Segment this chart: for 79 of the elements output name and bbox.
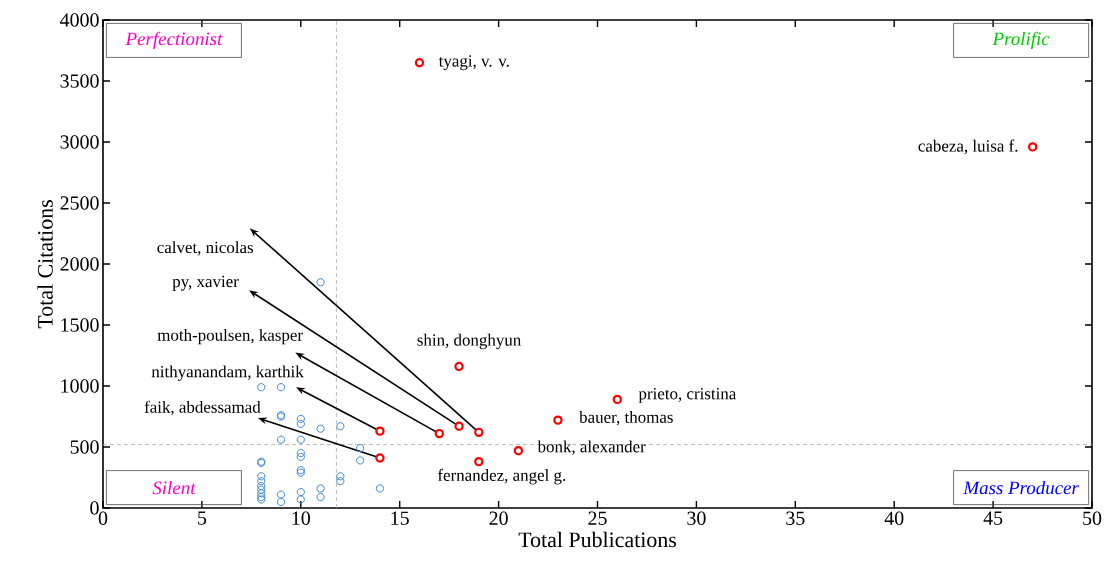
point <box>375 453 385 463</box>
point <box>454 361 464 372</box>
point <box>257 477 266 486</box>
x-tick-label: 10 <box>292 511 310 525</box>
annotation: calvet, nicolas <box>157 241 254 256</box>
point <box>296 435 305 444</box>
point <box>257 383 266 392</box>
x-tick-label: 20 <box>489 511 508 525</box>
point <box>316 484 325 493</box>
point <box>553 415 563 425</box>
point <box>257 495 266 504</box>
point <box>257 472 266 481</box>
annotation: moth-poulsen, kasper <box>157 328 303 345</box>
point <box>276 490 286 499</box>
x-tick-label: 30 <box>687 511 706 525</box>
annotation: py, xavier <box>172 275 239 291</box>
point <box>375 426 385 436</box>
point <box>296 452 305 461</box>
point <box>612 394 622 405</box>
x-tick-label: 35 <box>786 511 805 525</box>
y-tick-label: 500 <box>70 440 99 454</box>
y-tick-label: 2000 <box>60 257 99 271</box>
y-tick-label: 4000 <box>60 13 99 27</box>
point <box>296 419 305 428</box>
y-tick-label: 3000 <box>60 135 99 149</box>
x-tick-label: 50 <box>1083 511 1102 525</box>
point <box>356 444 365 453</box>
point <box>1027 142 1038 152</box>
point <box>257 481 266 491</box>
x-tick-label: 15 <box>391 511 409 525</box>
annotation: Perfectionist <box>125 31 223 50</box>
point <box>257 485 266 494</box>
point <box>513 445 524 456</box>
annotation: cabeza, luisa f. <box>918 139 1018 155</box>
point <box>257 489 266 498</box>
point <box>276 497 286 506</box>
point <box>257 492 266 502</box>
point <box>316 492 325 502</box>
x-tick-label: 45 <box>983 511 1003 525</box>
annotation: tyagi, v. v. <box>438 55 509 71</box>
annotation: shin, donghyun <box>417 333 521 350</box>
point <box>336 477 345 486</box>
point <box>296 495 305 504</box>
point <box>336 472 345 481</box>
point <box>296 488 305 497</box>
annotation: fernandez, angel g. <box>437 468 566 485</box>
point <box>276 383 286 392</box>
x-tick-label: 0 <box>98 511 108 525</box>
y-tick-label: 2500 <box>60 196 99 210</box>
y-tick-label: 1000 <box>61 379 99 393</box>
point <box>434 428 444 439</box>
annotation: Prolific <box>992 31 1050 50</box>
point <box>316 278 325 287</box>
point <box>296 449 305 458</box>
x-tick-label: 40 <box>884 511 904 525</box>
annotation: prieto, cristina <box>638 388 737 403</box>
y-axis-title: Total Citations <box>37 200 53 329</box>
annotation: bauer, thomas <box>579 410 673 426</box>
point <box>276 435 286 444</box>
annotation: Silent <box>152 480 196 495</box>
x-tick-label: 5 <box>198 511 207 525</box>
annotation: Mass Producer <box>963 480 1079 495</box>
point <box>454 421 464 431</box>
point <box>474 456 484 467</box>
point <box>356 456 365 465</box>
x-axis-title: Total Publications <box>518 531 677 548</box>
annotation: bonk, alexander <box>537 440 646 455</box>
point <box>316 424 325 433</box>
annotation: nithyanandam, karthik <box>151 365 304 381</box>
y-tick-label: 1500 <box>61 318 99 332</box>
y-tick-label: 3500 <box>60 74 99 88</box>
y-tick-label: 0 <box>90 501 99 515</box>
annotation: faik, abdessamad <box>144 400 261 416</box>
point <box>414 58 425 68</box>
point <box>296 414 305 424</box>
point <box>375 484 385 493</box>
point <box>474 427 484 438</box>
x-tick-label: 25 <box>588 511 607 525</box>
point <box>336 422 345 431</box>
